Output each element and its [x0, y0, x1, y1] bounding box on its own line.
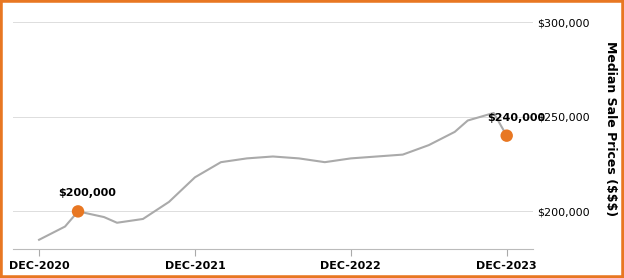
- Point: [73, 209, 83, 214]
- Point: [502, 133, 512, 138]
- Text: $200,000: $200,000: [59, 188, 117, 198]
- Text: $240,000: $240,000: [487, 113, 545, 123]
- Y-axis label: Median Sale Prices ($$$): Median Sale Prices ($$$): [604, 41, 617, 216]
